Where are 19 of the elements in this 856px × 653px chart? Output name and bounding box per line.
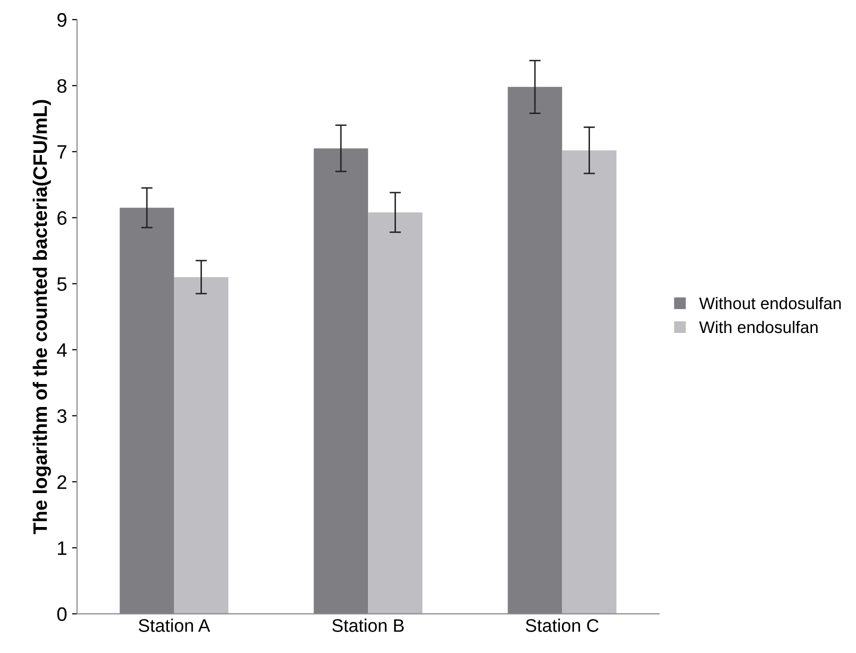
y-tick-label: 9: [57, 13, 66, 27]
x-tick-label: Station C: [526, 618, 599, 632]
y-tick-label: 2: [57, 475, 66, 489]
legend-label: Without endosulfan: [699, 297, 841, 310]
y-tick-label: 6: [57, 211, 66, 225]
y-tick-label: 1: [58, 541, 66, 555]
legend-label: With endosulfan: [699, 320, 818, 334]
bar: [368, 212, 422, 614]
y-tick-label: 3: [57, 409, 66, 423]
y-tick-label: 7: [58, 145, 66, 159]
y-tick-label: 5: [57, 277, 67, 291]
y-tick-label: 0: [57, 607, 67, 622]
x-tick-label: Station B: [332, 618, 404, 632]
bar: [562, 150, 616, 614]
y-tick-label: 4: [56, 343, 67, 357]
y-tick-label: 8: [57, 79, 66, 93]
x-tick-label: Station A: [138, 618, 210, 632]
bar: [174, 277, 228, 614]
y-axis-title: The logarithm of the counted bacteria(CFU/mL): [32, 100, 51, 534]
